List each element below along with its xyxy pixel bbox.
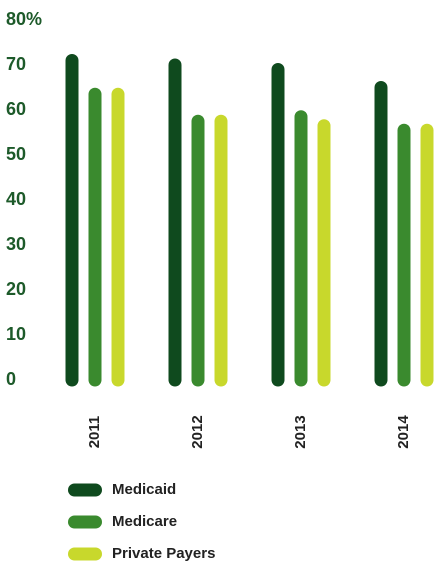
x-tick-label: 2013 [292,415,309,448]
bar [88,87,102,387]
bar [397,123,411,387]
legend-swatch [68,515,102,529]
bar [191,114,205,387]
y-tick-label: 0 [6,369,16,389]
bar [374,81,388,387]
legend-label: Private Payers [112,545,215,562]
legend-label: Medicaid [112,481,176,498]
x-tick-label: 2014 [395,415,412,449]
bar [420,123,434,387]
bar [317,119,331,387]
x-tick-label: 2012 [189,415,206,448]
y-tick-label: 50 [6,144,26,164]
bar [271,63,285,387]
y-tick-label: 20 [6,279,26,299]
y-tick-label: 70 [6,54,26,74]
y-tick-label: 30 [6,234,26,254]
y-tick-label: 10 [6,324,26,344]
x-tick-label: 2011 [86,416,103,449]
bar [214,114,228,387]
legend-swatch [68,547,102,561]
legend-swatch [68,483,102,497]
bar [294,110,308,387]
legend-label: Medicare [112,513,177,530]
bar [111,87,125,387]
bar [65,54,79,387]
bar [168,58,182,387]
y-tick-label: 80% [6,9,42,29]
y-tick-label: 40 [6,189,26,209]
y-tick-label: 60 [6,99,26,119]
